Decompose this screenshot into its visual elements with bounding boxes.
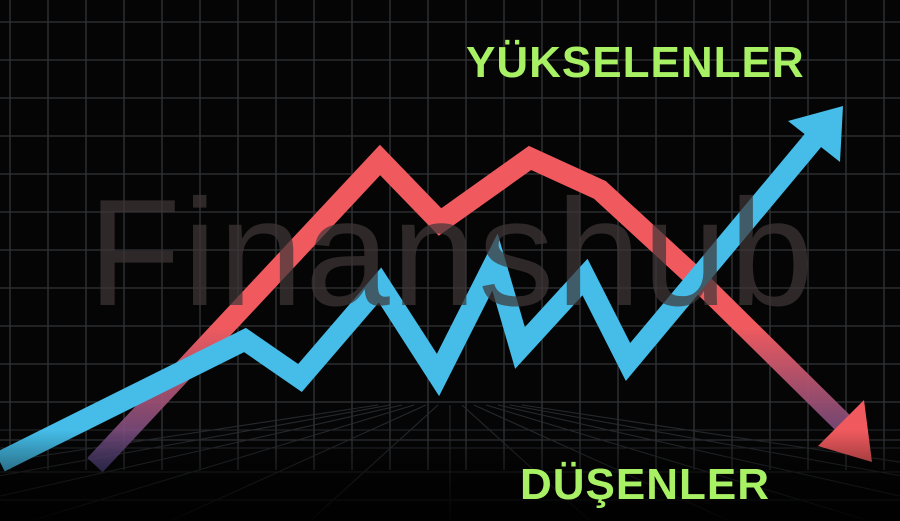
- watermark-text: Finanshub: [88, 168, 816, 338]
- rising-trend-line: [0, 106, 843, 472]
- arrow-up-right-icon: [788, 106, 843, 162]
- floor-line: [0, 404, 379, 463]
- gainers-heading: YÜKSELENLER: [466, 38, 805, 87]
- losers-heading: DÜŞENLER: [520, 460, 771, 509]
- floor-line: [521, 404, 900, 463]
